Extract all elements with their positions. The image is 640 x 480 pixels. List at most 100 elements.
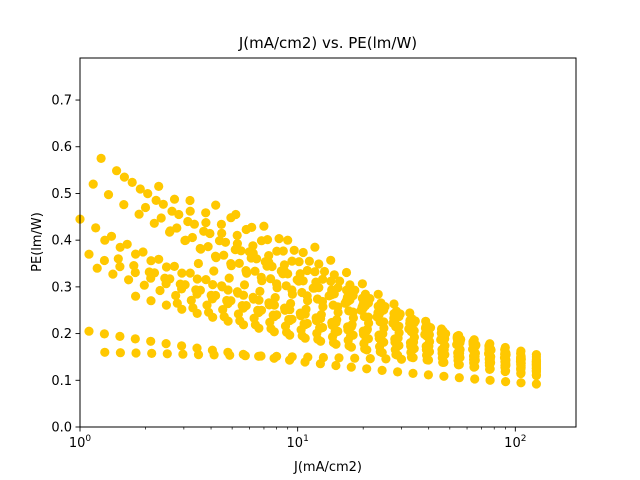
data-point-533 [406, 352, 417, 362]
data-point-194 [146, 256, 156, 266]
data-point-554 [406, 341, 416, 351]
data-point-476 [257, 276, 267, 286]
data-point-335 [156, 213, 166, 223]
data-point-455 [319, 266, 330, 277]
data-point-339 [219, 250, 229, 260]
data-point-542 [217, 282, 227, 292]
data-point-613 [531, 360, 542, 370]
data-point-125 [193, 350, 204, 360]
data-point-364 [211, 290, 221, 301]
data-point-366 [241, 301, 251, 311]
data-point-551 [359, 329, 369, 339]
data-point-524 [266, 324, 276, 334]
data-point-258 [218, 305, 228, 315]
data-point-365 [226, 296, 236, 306]
data-point-558 [469, 355, 479, 365]
data-point-168 [185, 206, 195, 216]
data-point-127 [225, 350, 235, 360]
data-point-531 [375, 347, 385, 357]
data-point-452 [274, 234, 284, 244]
data-point-195 [161, 262, 172, 272]
data-point-141 [151, 195, 161, 205]
y-tick-label: 0.0 [51, 421, 72, 436]
data-point-477 [272, 283, 282, 293]
data-point-454 [304, 256, 314, 266]
data-point-139 [119, 172, 129, 182]
data-point-170 [217, 228, 227, 238]
data-point-145 [214, 236, 225, 246]
data-point-386 [185, 195, 195, 206]
data-point-568 [324, 291, 334, 301]
data-point-192 [115, 242, 125, 252]
data-point-561 [516, 363, 526, 373]
data-point-550 [343, 325, 353, 335]
data-point-223 [130, 267, 140, 278]
data-point-61 [103, 190, 114, 200]
data-point-135 [350, 353, 360, 363]
data-points [75, 153, 542, 389]
data-point-560 [500, 361, 510, 371]
data-point-2 [106, 231, 117, 241]
data-point-600 [326, 255, 336, 265]
data-point-583 [298, 247, 308, 258]
data-point-132 [303, 352, 313, 362]
chart-title: J(mA/cm2) vs. PE(lm/W) [238, 34, 417, 52]
data-point-308 [146, 296, 156, 306]
data-point-582 [283, 235, 293, 245]
data-point-142 [167, 206, 177, 216]
data-point-143 [183, 216, 193, 227]
data-point-433 [262, 235, 273, 245]
x-tick-base: 10 [287, 436, 304, 451]
data-point-529 [344, 341, 354, 351]
y-tick-label: 0.4 [51, 234, 72, 249]
data-point-537 [469, 362, 479, 372]
data-point-574 [420, 329, 430, 340]
data-point-536 [453, 360, 463, 370]
data-point-414 [287, 256, 297, 266]
data-point-32 [115, 331, 125, 341]
data-point-436 [310, 267, 320, 277]
data-point-369 [287, 314, 297, 324]
data-point-575 [436, 335, 446, 345]
data-point-64 [149, 218, 159, 228]
data-point-471 [181, 235, 191, 245]
data-point-544 [249, 294, 259, 304]
data-point-472 [196, 244, 206, 254]
data-point-609 [468, 338, 478, 348]
data-point-474 [226, 261, 236, 271]
data-point-502 [301, 304, 311, 314]
data-point-8 [201, 275, 211, 285]
data-point-552 [374, 333, 384, 343]
data-point-166 [154, 181, 164, 191]
data-point-415 [302, 265, 312, 276]
data-point-221 [99, 255, 109, 266]
data-point-53 [439, 371, 449, 381]
data-point-254 [155, 285, 165, 296]
data-point-3 [122, 239, 132, 249]
data-point-538 [485, 364, 495, 374]
data-point-31 [99, 329, 109, 339]
data-point-498 [239, 280, 250, 290]
x-tick-exponent: 1 [303, 434, 309, 444]
data-point-371 [318, 322, 328, 333]
data-point-553 [390, 337, 400, 347]
data-point-549 [327, 320, 337, 330]
data-point-191 [100, 235, 110, 245]
data-point-611 [500, 350, 510, 360]
y-axis-label: PE(lm/W) [30, 212, 45, 272]
data-point-603 [373, 289, 383, 299]
data-point-252 [124, 275, 134, 285]
data-point-571 [372, 312, 382, 322]
data-point-473 [211, 253, 221, 263]
data-point-519 [188, 303, 198, 313]
data-point-453 [289, 245, 299, 255]
data-point-198 [208, 280, 218, 290]
data-point-470 [165, 226, 175, 236]
data-point-129 [256, 351, 266, 361]
data-point-136 [365, 354, 375, 364]
data-point-530 [360, 344, 370, 354]
data-point-608 [452, 331, 462, 341]
data-point-56 [485, 375, 495, 385]
data-point-518 [172, 298, 182, 308]
data-point-144 [199, 226, 209, 236]
